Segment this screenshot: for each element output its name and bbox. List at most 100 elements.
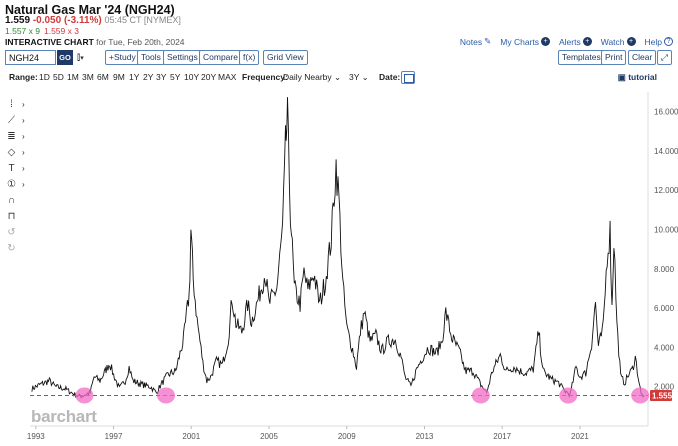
quote-line: 1.559 -0.050 (-3.11%) 05:45 CT [NYMEX] — [5, 15, 181, 26]
chart-type-select[interactable]: ⫾▾ — [77, 52, 84, 63]
crosshair-tool[interactable]: ⁞ › — [5, 96, 29, 112]
notes-link[interactable]: Notes ✎ — [460, 36, 491, 47]
x-tick-label: 2017 — [493, 432, 511, 441]
current-price-label: 1.555 — [652, 391, 673, 400]
range-2y[interactable]: 2Y — [143, 72, 154, 82]
trendline-icon: ⟋ — [8, 114, 15, 126]
function-button[interactable]: f(x) — [239, 50, 260, 65]
fibonacci-tool[interactable]: ≣ › — [5, 128, 29, 144]
x-tick-label: 2001 — [182, 432, 200, 441]
expand-button[interactable]: ⤢ — [657, 50, 672, 65]
current-price-tag-bg — [650, 389, 672, 401]
edit-icon: ✎ — [484, 36, 492, 46]
price-series-line — [31, 97, 645, 399]
period-select[interactable]: 3Y ⌄ — [349, 72, 369, 83]
candlestick-icon: ⫾ — [77, 52, 81, 63]
symbol-input[interactable] — [5, 50, 56, 65]
range-3y[interactable]: 3Y — [156, 72, 167, 82]
print-button[interactable]: Print — [601, 50, 627, 65]
x-tick-label: 2021 — [571, 432, 589, 441]
range-1m[interactable]: 1M — [67, 72, 79, 82]
highlight-circle — [157, 387, 176, 404]
grid-view-button[interactable]: Grid View — [263, 50, 308, 65]
x-tick-label: 2013 — [416, 432, 434, 441]
barchart-logo: barchart — [31, 407, 97, 426]
plus-icon: + — [582, 37, 592, 46]
magnet-icon: ∩ — [7, 194, 16, 206]
undo-tool[interactable]: ↺ — [5, 224, 29, 240]
redo-tool[interactable]: ↻ — [5, 240, 29, 256]
chevron-right-icon: › — [22, 115, 25, 125]
plus-icon: + — [541, 37, 550, 46]
last-price: 1.559 — [5, 15, 31, 26]
x-tick-label: 1993 — [27, 432, 45, 441]
chart-heading: INTERACTIVE CHART for Tue, Feb 20th, 202… — [5, 37, 185, 47]
range-3m[interactable]: 3M — [82, 72, 94, 82]
help-label: Help — [644, 36, 662, 47]
frequency-value: Daily Nearby — [283, 72, 332, 82]
x-tick-label: 2009 — [338, 432, 356, 441]
range-6m[interactable]: 6M — [97, 72, 109, 82]
tools-button[interactable]: Tools — [137, 50, 165, 65]
range-9m[interactable]: 9M — [113, 72, 125, 82]
range-5y[interactable]: 5Y — [170, 72, 181, 82]
range-10y[interactable]: 10Y — [184, 72, 200, 82]
shape-icon: ◇ — [7, 146, 16, 158]
watch-label: Watch — [600, 36, 625, 47]
clear-button[interactable]: Clear — [628, 50, 657, 65]
highlight-markers — [75, 387, 650, 404]
current-price-tag: 1.555 — [650, 389, 673, 401]
range-label: Range: — [9, 72, 38, 82]
watch-link[interactable]: Watch + — [601, 36, 636, 47]
notes-label: Notes — [459, 36, 483, 47]
calendar-icon[interactable] — [401, 71, 415, 84]
text-icon: T — [8, 162, 15, 174]
x-tick-label: 2005 — [260, 432, 278, 441]
y-tick-label: 10.000 — [654, 226, 678, 235]
undo-icon: ↺ — [7, 226, 16, 238]
highlight-circle — [471, 387, 490, 404]
frequency-select[interactable]: Daily Nearby ⌄ — [283, 72, 341, 83]
elliott-tool[interactable]: ① › — [5, 176, 29, 192]
add-study-button[interactable]: +Study — [105, 50, 140, 65]
help-link[interactable]: Help? — [645, 36, 673, 47]
range-1y[interactable]: 1Y — [129, 72, 140, 82]
y-tick-label: 14.000 — [654, 147, 678, 156]
y-tick-label: 4.000 — [654, 343, 675, 352]
chevron-down-icon: ⌄ — [334, 72, 342, 82]
range-bar: Range: 1D 5D 1M 3M 6M 9M 1Y 2Y 3Y 5Y 10Y… — [0, 71, 678, 85]
bid-ask: 1.557 x 9 1.559 x 3 — [5, 26, 79, 36]
help-icon: ? — [664, 37, 673, 46]
go-button[interactable]: GO — [57, 50, 73, 65]
settings-button[interactable]: Settings — [163, 50, 202, 65]
my-charts-link[interactable]: My Charts + — [500, 36, 550, 47]
range-max[interactable]: MAX — [218, 72, 237, 82]
period-value: 3Y — [349, 72, 360, 82]
x-tick-label: 1997 — [105, 432, 123, 441]
shapes-tool[interactable]: ◇ › — [5, 144, 29, 160]
lock-tool[interactable]: ⊓ — [5, 208, 29, 224]
ask-value: 1.559 x 3 — [43, 26, 79, 36]
alerts-label: Alerts — [559, 36, 581, 47]
film-icon: ▣ — [617, 72, 626, 82]
highlight-circle — [631, 387, 650, 404]
range-1d[interactable]: 1D — [39, 72, 50, 82]
elliott-wave-icon: ① — [7, 178, 16, 190]
quote-time: 05:45 CT [NYMEX] — [104, 15, 181, 25]
y-tick-label: 2.000 — [654, 383, 675, 392]
snap-tool[interactable]: ∩ — [5, 192, 29, 208]
trendline-tool[interactable]: ⟋ › — [5, 112, 29, 128]
range-20y[interactable]: 20Y — [201, 72, 217, 82]
highlight-circle — [559, 387, 578, 404]
chevron-right-icon: › — [22, 99, 25, 109]
range-5d[interactable]: 5D — [53, 72, 64, 82]
y-tick-label: 12.000 — [654, 186, 678, 195]
alerts-link[interactable]: Alerts + — [559, 36, 592, 47]
y-tick-label: 16.000 — [654, 108, 678, 117]
text-tool[interactable]: T › — [5, 160, 29, 176]
price-change: -0.050 (-3.11%) — [32, 15, 102, 26]
redo-icon: ↻ — [7, 242, 16, 254]
tutorial-link[interactable]: ▣ tutorial — [618, 72, 657, 83]
date-label: Date: — [379, 72, 401, 82]
